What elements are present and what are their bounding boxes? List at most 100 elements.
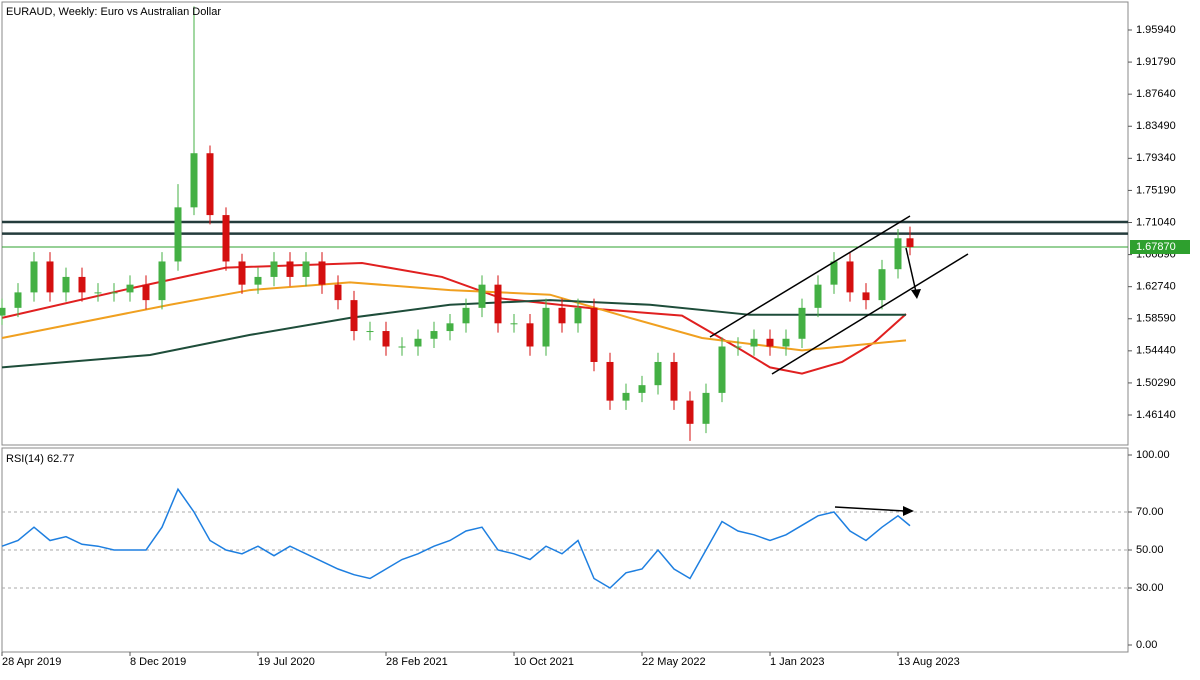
y-tick-label: 1.79340 — [1136, 152, 1176, 164]
price-label: 1.67870 — [1136, 241, 1176, 253]
x-tick-label: 1 Jan 2023 — [770, 656, 824, 668]
y-tick-label: 70.00 — [1136, 506, 1164, 518]
candle-body — [846, 261, 854, 293]
candle-body — [814, 284, 822, 308]
candle-body — [414, 338, 422, 347]
candle-body — [606, 361, 614, 401]
main-panel-frame — [1, 1, 1129, 446]
x-tick-label: 19 Jul 2020 — [258, 656, 315, 668]
candle-body — [254, 276, 262, 285]
y-tick-label: 1.58590 — [1136, 313, 1176, 325]
forecast-arrow — [905, 247, 917, 293]
candle-body — [590, 307, 598, 362]
candle-body — [862, 292, 870, 301]
candle-body — [174, 207, 182, 262]
y-tick-label: 0.00 — [1136, 639, 1157, 651]
candle-body — [78, 276, 86, 293]
candle-body — [158, 261, 166, 301]
candle-body — [270, 261, 278, 277]
y-tick-label: 1.54440 — [1136, 345, 1176, 357]
candle-body — [286, 261, 294, 277]
arrow-head — [903, 506, 914, 516]
candle-body — [798, 307, 806, 339]
candle-body — [430, 331, 438, 339]
y-tick-label: 1.91790 — [1136, 56, 1176, 68]
candle-body — [462, 307, 470, 324]
candle-body — [894, 238, 902, 270]
candle-body — [94, 292, 102, 294]
y-tick-label: 1.87640 — [1136, 88, 1176, 100]
rsi-line — [1, 487, 911, 589]
x-tick-label: 22 May 2022 — [642, 656, 706, 668]
candle-body — [446, 323, 454, 332]
candle-body — [702, 392, 710, 424]
candle-body — [30, 261, 38, 293]
candle-body — [718, 346, 726, 393]
candle-body — [110, 292, 118, 294]
x-tick-label: 28 Feb 2021 — [386, 656, 448, 668]
y-tick-label: 1.71040 — [1136, 216, 1176, 228]
candle-body — [142, 284, 150, 301]
candle-body — [510, 323, 518, 325]
candle-body — [830, 261, 838, 285]
candle-body — [654, 361, 662, 386]
candle-body — [750, 338, 758, 347]
x-tick-label: 28 Apr 2019 — [2, 656, 61, 668]
y-tick-label: 1.50290 — [1136, 377, 1176, 389]
candle-body — [542, 307, 550, 347]
candle-body — [318, 261, 326, 285]
candle-body — [62, 276, 70, 293]
x-tick-label: 13 Aug 2023 — [898, 656, 960, 668]
y-tick-label: 1.95940 — [1136, 24, 1176, 36]
candle-body — [526, 323, 534, 347]
candle-body — [670, 361, 678, 401]
rsi-title: RSI(14) 62.77 — [6, 453, 74, 465]
candle-body — [574, 307, 582, 324]
y-tick-label: 1.62740 — [1136, 281, 1176, 293]
moving-average — [1, 299, 906, 369]
candle-body — [878, 269, 886, 301]
candle-body — [222, 215, 230, 262]
candle-body — [494, 284, 502, 324]
candle-body — [206, 153, 214, 216]
candle-body — [382, 331, 390, 347]
candle-body — [478, 284, 486, 308]
candle-body — [366, 331, 374, 333]
chart-title: EURAUD, Weekly: Euro vs Australian Dolla… — [6, 6, 221, 18]
candle-body — [638, 385, 646, 393]
x-tick-label: 10 Oct 2021 — [514, 656, 574, 668]
y-tick-label: 100.00 — [1136, 449, 1170, 461]
y-tick-label: 1.83490 — [1136, 120, 1176, 132]
arrow-head — [911, 289, 921, 299]
candle-body — [334, 284, 342, 301]
candle-body — [0, 307, 6, 316]
candle-body — [126, 284, 134, 293]
candle-body — [14, 292, 22, 308]
candle-body — [350, 300, 358, 332]
y-tick-label: 50.00 — [1136, 544, 1164, 556]
rsi-panel: 100.00 70.00 50.00 30.00 0.00 — [1, 449, 1170, 651]
channel-upper — [709, 215, 911, 338]
candle-body — [622, 392, 630, 401]
candle-body — [766, 338, 774, 347]
candle-body — [906, 238, 914, 248]
candle-body — [190, 153, 198, 208]
main-panel: 1.95940 1.91790 1.87640 1.83490 1.79340 1.751… — [0, 6, 1190, 441]
candle-body — [238, 261, 246, 285]
channel-lower — [771, 253, 969, 375]
candle-body — [46, 261, 54, 293]
candle-body — [686, 400, 694, 424]
candle-body — [398, 346, 406, 348]
candle-body — [734, 346, 742, 348]
x-tick-label: 8 Dec 2019 — [130, 656, 186, 668]
candle-body — [558, 307, 566, 324]
y-tick-label: 1.75190 — [1136, 184, 1176, 196]
rsi-divergence-arrow — [834, 506, 906, 512]
y-tick-label: 30.00 — [1136, 582, 1164, 594]
y-tick-label: 1.46140 — [1136, 409, 1176, 421]
candle-body — [782, 338, 790, 347]
candle-body — [302, 261, 310, 277]
moving-average — [1, 262, 907, 375]
